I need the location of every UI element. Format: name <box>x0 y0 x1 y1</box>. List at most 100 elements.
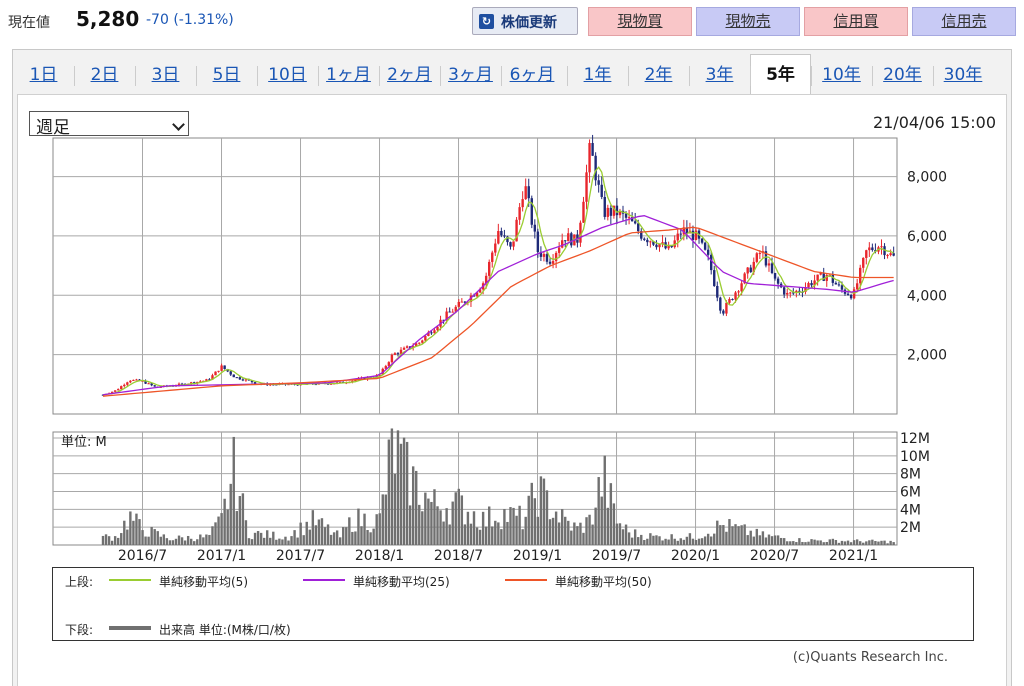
price-candle <box>548 261 552 264</box>
tab-period-8[interactable]: 3ヶ月 <box>448 65 493 85</box>
price-candle <box>849 294 853 299</box>
volume-bar <box>463 524 467 545</box>
period-tabs: 1日 2日 3日 5日 10日 1ヶ月 2ヶ月 3ヶ月 6ヶ月 1年 2年 3年 5年 10年 20年 30年 <box>13 53 1011 94</box>
price-candle <box>679 233 682 235</box>
update-price-button[interactable]: ↻ 株価更新 <box>472 7 578 35</box>
price-candle <box>831 274 835 283</box>
spot-sell-button[interactable]: 現物売 <box>696 7 800 36</box>
price-candle <box>597 180 600 185</box>
tab-period-6[interactable]: 1ヶ月 <box>326 65 371 85</box>
price-candle <box>506 236 509 243</box>
volume-bar <box>570 530 573 545</box>
volume-bar <box>743 524 746 545</box>
volume-bar <box>342 527 345 545</box>
tab-period-16[interactable]: 30年 <box>943 65 983 85</box>
volume-bar <box>372 528 375 545</box>
volume-bar <box>378 513 381 545</box>
price-candle <box>865 250 868 258</box>
volume-bar <box>503 508 506 545</box>
price-candle <box>582 201 585 223</box>
tab-period-7[interactable]: 2ヶ月 <box>387 65 432 85</box>
tab-period-4[interactable]: 5日 <box>212 65 241 85</box>
volume-bar <box>253 532 257 545</box>
tab-period-11[interactable]: 2年 <box>644 65 673 85</box>
volume-bar <box>764 537 768 545</box>
price-candle <box>822 272 825 281</box>
volume-bar <box>117 537 120 545</box>
price-ytick-label: 2,000 <box>907 348 947 364</box>
price-candle <box>743 273 746 284</box>
tab-period-1[interactable]: 1日 <box>29 65 58 85</box>
volume-bar <box>822 542 825 545</box>
price-candle <box>484 275 488 284</box>
price-candle <box>728 299 731 303</box>
x-axis-label: 2019/1 <box>513 548 562 564</box>
price-candle <box>752 261 755 273</box>
tab-period-12[interactable]: 3年 <box>705 65 734 85</box>
volume-bar <box>852 540 856 545</box>
price-candle <box>567 233 570 242</box>
volume-bar <box>795 542 798 545</box>
price-candle <box>117 389 120 391</box>
volume-bar <box>415 470 418 545</box>
volume-bar <box>776 535 780 545</box>
volume-bar <box>749 530 752 545</box>
volume-bar <box>536 516 540 545</box>
tab-period-14[interactable]: 10年 <box>822 65 861 85</box>
volume-bar <box>481 511 485 545</box>
margin-sell-button[interactable]: 信用売 <box>912 7 1016 36</box>
price-candle <box>123 384 126 387</box>
price-candle <box>749 267 752 273</box>
candle-period-select[interactable]: 週足 <box>29 111 189 138</box>
tab-period-9[interactable]: 6ヶ月 <box>509 65 555 85</box>
tab-period-3[interactable]: 3日 <box>151 65 180 85</box>
volume-bar <box>360 526 363 545</box>
price-candle <box>673 240 676 248</box>
volume-bar <box>235 511 239 545</box>
margin-buy-button[interactable]: 信用買 <box>804 7 908 36</box>
price-candle <box>472 295 476 297</box>
price-candle <box>627 217 631 219</box>
volume-bar <box>734 524 737 545</box>
volume-bar <box>104 534 108 545</box>
volume-bar <box>679 538 682 545</box>
spot-buy-button[interactable]: 現物買 <box>588 7 692 36</box>
price-candle <box>846 293 850 295</box>
tab-period-13[interactable]: 5年 <box>750 54 811 94</box>
volume-bar <box>363 513 366 545</box>
volume-bar <box>430 501 433 545</box>
volume-bar <box>865 541 868 545</box>
tab-period-2[interactable]: 2日 <box>90 65 119 85</box>
volume-bar <box>804 542 807 545</box>
volume-bar <box>658 536 661 545</box>
volume-bar <box>171 540 175 545</box>
volume-bar <box>740 525 743 545</box>
volume-bar <box>640 534 643 545</box>
price-candle <box>238 377 242 380</box>
volume-bar <box>849 542 853 545</box>
volume-bar <box>697 538 701 545</box>
tab-period-10[interactable]: 1年 <box>583 65 612 85</box>
price-candle <box>402 347 406 350</box>
volume-bar <box>798 538 801 545</box>
x-axis-label: 2021/1 <box>829 548 878 564</box>
price-candle <box>746 267 749 274</box>
price-candle <box>810 283 813 286</box>
volume-bar <box>189 538 193 545</box>
volume-bar <box>284 536 287 545</box>
volume-bar <box>728 519 731 545</box>
volume-bar <box>305 521 308 545</box>
volume-bar <box>110 540 114 545</box>
tab-period-5[interactable]: 10日 <box>268 65 307 85</box>
volume-bar <box>609 483 613 545</box>
volume-bar <box>196 539 199 545</box>
price-candle <box>509 242 512 247</box>
tab-period-15[interactable]: 20年 <box>883 65 922 85</box>
volume-bar <box>880 540 883 545</box>
volume-ytick-label: 10M <box>900 449 930 465</box>
volume-bar <box>737 526 740 545</box>
volume-bar <box>186 535 190 545</box>
price-candle <box>433 330 436 334</box>
volume-bar <box>682 539 686 545</box>
price-candle <box>813 280 816 286</box>
